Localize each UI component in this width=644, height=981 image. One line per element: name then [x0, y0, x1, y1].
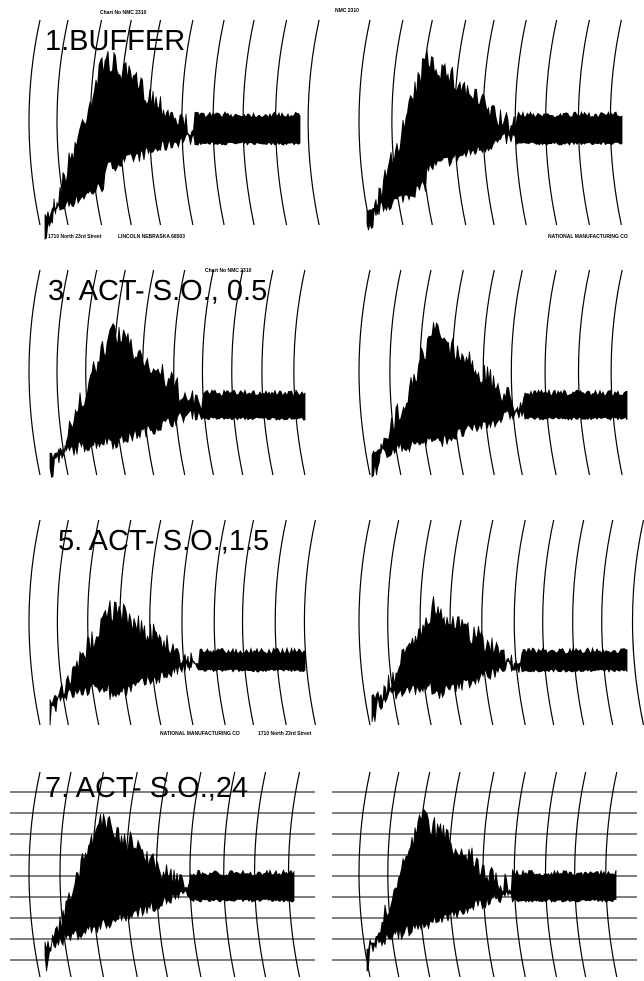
chart-arc — [241, 519, 255, 726]
chart-arc — [391, 19, 404, 226]
trace — [49, 600, 306, 726]
panel-label: 7. ACT- S.O.,24 — [45, 772, 248, 804]
chart-arc — [85, 269, 98, 476]
chart-arc — [572, 519, 585, 726]
panel-label: 5. ACT- S.O.,1.5 — [58, 525, 269, 557]
chart-arc — [274, 519, 287, 726]
chart-panel: 1.BUFFER — [28, 19, 320, 240]
trace — [44, 50, 301, 240]
chart-arc — [173, 269, 186, 476]
panel-label: 1.BUFFER — [45, 25, 185, 57]
chart-arc — [28, 771, 41, 978]
fine-print: Chart No NMC 2310 — [100, 10, 147, 16]
chart-arc — [28, 269, 41, 476]
chart-arc — [387, 519, 400, 726]
chart-arc — [254, 771, 267, 978]
fine-print: NATIONAL MANUFACTURING CO — [548, 234, 628, 240]
chart-arc — [307, 19, 320, 226]
chart-arc — [514, 19, 527, 226]
fine-print: 1710 North 23rd Street — [48, 234, 102, 240]
chart-arc — [28, 519, 41, 726]
chart-panel: 7. ACT- S.O.,24 — [10, 771, 315, 978]
trace — [44, 813, 295, 972]
fine-print: NMC 2310 — [335, 8, 359, 14]
chart-panel: 4. AUT- S.O., 0.5 — [358, 269, 628, 478]
fine-print: LINCOLN NEBRASKA 68503 — [118, 234, 185, 240]
chart-arc — [181, 519, 194, 726]
chart-arc — [149, 519, 162, 726]
chart-panel: 5. ACT- S.O.,1.5 — [28, 519, 317, 726]
chart-panel: 2. — [358, 19, 623, 231]
chart-arc — [605, 771, 618, 978]
chart-arc — [610, 269, 623, 476]
chart-arc — [419, 519, 432, 726]
chart-arc — [513, 519, 526, 726]
fine-print: NATIONAL MANUFACTURING CO — [160, 731, 240, 737]
trace — [371, 321, 628, 478]
chart-arc — [387, 771, 400, 978]
chart-arc — [303, 519, 317, 726]
fine-print: Chart No NMC 2310 — [205, 268, 252, 274]
chart-arc — [59, 771, 72, 978]
trace — [366, 49, 623, 231]
chart-arc — [574, 771, 587, 978]
chart-arc — [482, 269, 495, 476]
chart-arc — [449, 519, 462, 726]
fine-print: 1710 North 23rd Street — [258, 731, 312, 737]
chart-arc — [201, 269, 215, 476]
chart-arc — [28, 19, 41, 226]
chart-arc — [189, 771, 202, 978]
chart-arc — [293, 269, 306, 476]
chart-arc — [261, 269, 274, 476]
chart-arc — [358, 771, 371, 978]
chart-arc — [358, 19, 371, 226]
chart-arc — [542, 519, 555, 726]
chart-arc — [577, 269, 591, 476]
chart-arc — [231, 269, 244, 476]
chart-panel: 3. ACT- S.O., 0.5 — [28, 269, 306, 478]
chart-arc — [56, 269, 69, 476]
chart-panel: 6. AUT- S.O.,1.5 — [358, 519, 644, 726]
chart-arc — [223, 771, 236, 978]
chart-arc — [358, 269, 371, 476]
trace — [49, 323, 306, 478]
chart-arc — [481, 519, 494, 726]
panel-label: 3. ACT- S.O., 0.5 — [48, 275, 267, 307]
trace — [371, 596, 628, 723]
chart-arc — [358, 519, 371, 726]
trace — [366, 808, 617, 972]
chart-arc — [601, 519, 614, 726]
chart-arc — [87, 519, 100, 726]
chart-arc — [213, 519, 226, 726]
chart-arc — [544, 269, 557, 476]
chart-arc — [510, 269, 523, 476]
chart-arc — [631, 519, 644, 726]
chart-panel: 8. AUT- S.O.,24 — [332, 771, 637, 978]
